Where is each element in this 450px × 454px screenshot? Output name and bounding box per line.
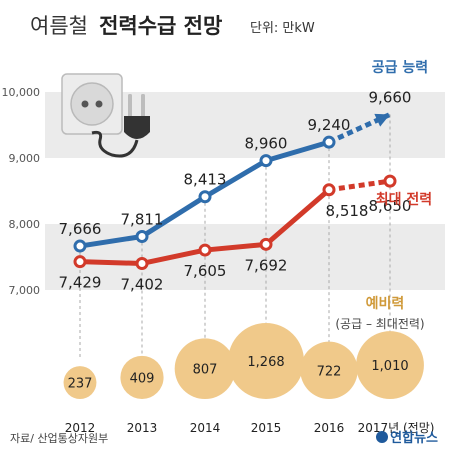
x-axis-labels: 2012 2013 2014 2015 2016 2017년 (전망) <box>65 421 435 435</box>
value-label-peak: 8,518 <box>326 202 369 220</box>
value-label-supply: 7,666 <box>59 220 102 238</box>
legend-reserve: 예비력 <box>366 296 405 312</box>
reserve-label: 1,268 <box>247 355 284 370</box>
reserve-bubble <box>228 323 304 399</box>
value-label-supply: 9,240 <box>308 116 351 134</box>
series-points <box>73 113 397 270</box>
band <box>45 224 445 290</box>
data-point-supply <box>322 135 336 149</box>
agency-logo: 연합뉴스 <box>376 427 438 446</box>
plug-icon <box>61 73 150 158</box>
value-label-supply: 8,413 <box>184 171 227 189</box>
reserve-bubble <box>356 331 424 400</box>
value-label-supply: 7,811 <box>121 210 164 228</box>
unit-label: 단위: 만kW <box>250 21 315 36</box>
reserve-label: 1,010 <box>371 359 408 374</box>
data-point-peak <box>135 256 149 270</box>
source-note: 자료/ 산업통상자원부 <box>10 432 109 445</box>
reserve-bubbles: 237 409 807 1,268 722 1,010 <box>63 323 424 400</box>
data-point-supply <box>73 239 87 253</box>
agency-name: 연합뉴스 <box>390 431 438 446</box>
reserve-label: 237 <box>68 377 93 392</box>
data-point-peak <box>259 237 273 251</box>
legend-reserve-note: (공급 – 최대전력) <box>335 317 424 331</box>
value-label-peak: 7,429 <box>59 274 102 292</box>
chart-title: 여름철 전력수급 전망 <box>30 10 222 40</box>
title-main: 전력수급 전망 <box>99 14 223 38</box>
y-tick-label: 7,000 <box>9 284 41 297</box>
legend-supply: 공급 능력 <box>372 60 428 76</box>
reserve-label: 807 <box>193 363 218 378</box>
value-label-supply: 8,960 <box>245 135 288 153</box>
reserve-label: 722 <box>317 364 342 379</box>
y-tick-label: 9,000 <box>9 152 41 165</box>
value-label-peak: 7,692 <box>245 256 288 274</box>
data-point-peak <box>322 183 336 197</box>
value-label-peak: 7,605 <box>184 262 227 280</box>
legend-peak: 최대 전력 <box>376 191 432 208</box>
reserve-bubble <box>300 341 358 399</box>
reserve-bubble <box>120 355 164 399</box>
reserve-label: 409 <box>130 371 155 386</box>
data-point-supply <box>135 229 149 243</box>
data-point-peak <box>198 243 212 257</box>
x-tick-label: 2015 <box>251 421 282 435</box>
data-point-supply <box>198 190 212 204</box>
y-tick-label: 8,000 <box>9 218 41 231</box>
value-label-peak: 7,402 <box>121 275 164 293</box>
data-point-supply <box>259 154 273 168</box>
data-point-peak <box>73 255 87 269</box>
reserve-bubble <box>63 366 97 400</box>
series-forecast-peak <box>328 178 391 193</box>
y-axis: 7,000 8,000 9,000 10,000 <box>2 86 41 297</box>
x-tick-label: 2016 <box>314 421 345 435</box>
agency-logo-icon <box>376 431 389 443</box>
x-tick-label: 2014 <box>190 421 221 435</box>
series-arrowhead-supply <box>374 113 390 127</box>
value-label-peak: 8,650 <box>369 197 412 215</box>
reserve-bubble <box>174 338 236 399</box>
x-tick-label: 2017년 (전망) <box>358 421 435 435</box>
value-labels: 7,666 7,811 8,413 8,960 9,240 9,660 7,429 7,402… <box>59 88 412 293</box>
x-tick-label: 2013 <box>127 421 158 435</box>
x-tick-label: 2012 <box>65 421 96 435</box>
y-tick-label: 10,000 <box>2 86 41 99</box>
value-label-supply: 9,660 <box>369 88 412 106</box>
title-prefix: 여름철 <box>30 14 88 38</box>
data-point-peak <box>383 174 397 188</box>
